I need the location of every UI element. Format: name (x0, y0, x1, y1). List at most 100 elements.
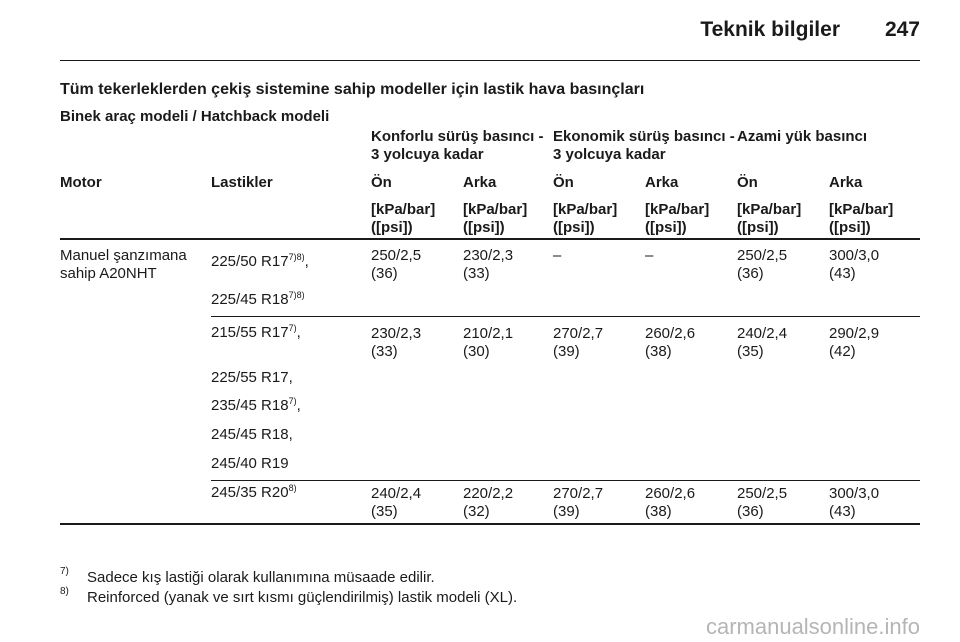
footnote-ref: 8) (288, 483, 297, 493)
page-header-title: Teknik bilgiler (700, 18, 840, 41)
pressure-value: 300/3,0 (829, 247, 880, 264)
unit-header: [kPa/bar] (645, 201, 710, 218)
pressure-value: (42) (829, 343, 856, 360)
pressure-value: 260/2,6 (645, 325, 696, 342)
tire-text: 225/50 R17 (211, 253, 289, 270)
footnote-text: Sadece kış lastiği olarak kullanımına mü… (87, 569, 435, 586)
rule (211, 316, 920, 317)
watermark: carmanualsonline.info (705, 614, 920, 639)
rule (211, 480, 920, 481)
group-header: 3 yolcuya kadar (371, 146, 484, 163)
pressure-value: (36) (737, 503, 764, 520)
tire-text: 225/55 R17, (211, 369, 293, 386)
unit-header: [kPa/bar] (829, 201, 894, 218)
rule (60, 523, 920, 525)
pressure-value: – (553, 247, 562, 264)
pressure-value: 270/2,7 (553, 485, 604, 502)
unit-header: ([psi]) (829, 219, 871, 236)
pressure-value: (33) (371, 343, 398, 360)
group-header: Konforlu sürüş basıncı - (371, 128, 544, 145)
unit-header: [kPa/bar] (371, 201, 436, 218)
pressure-value: – (645, 247, 654, 264)
footnote-ref: 7)8) (288, 290, 305, 300)
pressure-value: 300/3,0 (829, 485, 880, 502)
tire-size: 225/45 R187)8) (211, 291, 305, 309)
tire-text: 215/55 R17 (211, 324, 289, 341)
pressure-value: (33) (463, 265, 490, 282)
pressure-value: 210/2,1 (463, 325, 514, 342)
pressure-value: 250/2,5 (737, 247, 788, 264)
tire-size: 225/55 R17, (211, 369, 293, 387)
footnote-ref: 7) (288, 323, 297, 333)
tire-size: 225/50 R177)8), (211, 253, 309, 271)
unit-header: ([psi]) (645, 219, 687, 236)
pressure-value: 240/2,4 (371, 485, 422, 502)
pressure-value: (36) (371, 265, 398, 282)
pressure-value: (43) (829, 503, 856, 520)
pressure-value: (38) (645, 503, 672, 520)
tire-size: 245/45 R18, (211, 426, 293, 444)
unit-header: ([psi]) (737, 219, 779, 236)
tire-text: 235/45 R18 (211, 397, 289, 414)
motor-name: sahip A20NHT (60, 265, 157, 282)
pressure-value: 290/2,9 (829, 325, 880, 342)
pressure-value: 220/2,2 (463, 485, 514, 502)
group-header: Ekonomik sürüş basıncı - (553, 128, 735, 145)
unit-header: [kPa/bar] (737, 201, 802, 218)
section-title: Tüm tekerleklerden çekiş sistemine sahip… (60, 81, 645, 98)
column-header: Ön (553, 174, 574, 191)
column-header: Lastikler (211, 174, 273, 191)
footnote-mark: 7) (60, 566, 69, 577)
footnote-mark: 8) (60, 586, 69, 597)
tire-text: 245/40 R19 (211, 455, 289, 472)
tire-suffix: , (296, 324, 301, 341)
column-header: Arka (645, 174, 679, 191)
subtitle: Binek araç modeli / Hatchback modeli (60, 108, 330, 125)
tire-suffix: , (296, 397, 301, 414)
tire-size: 215/55 R177), (211, 324, 301, 342)
pressure-value: (43) (829, 265, 856, 282)
pressure-value: 240/2,4 (737, 325, 788, 342)
footnote-text: Reinforced (yanak ve sırt kısmı güçlendi… (87, 589, 518, 606)
unit-header: [kPa/bar] (553, 201, 618, 218)
unit-header: ([psi]) (463, 219, 505, 236)
tire-text: 245/35 R20 (211, 484, 289, 501)
footnote-ref: 7)8) (288, 252, 305, 262)
group-header: Azami yük basıncı (737, 128, 868, 145)
column-header: Arka (463, 174, 497, 191)
pressure-value: 230/2,3 (463, 247, 514, 264)
column-header: Ön (371, 174, 392, 191)
motor-name: Manuel şanzımana (60, 247, 187, 264)
pressure-value: (32) (463, 503, 490, 520)
page-number: 247 (884, 18, 920, 41)
column-header: Ön (737, 174, 758, 191)
column-header: Motor (60, 174, 102, 191)
rule (60, 238, 920, 240)
pressure-value: (39) (553, 343, 580, 360)
unit-header: ([psi]) (553, 219, 595, 236)
pressure-value: 270/2,7 (553, 325, 604, 342)
pressure-value: 260/2,6 (645, 485, 696, 502)
footnote-ref: 7) (288, 396, 297, 406)
pressure-value: (35) (737, 343, 764, 360)
pressure-value: (39) (553, 503, 580, 520)
tire-size: 245/35 R208) (211, 484, 297, 502)
tire-suffix: , (304, 253, 309, 270)
pressure-value: 250/2,5 (737, 485, 788, 502)
rule (60, 60, 920, 61)
unit-header: [kPa/bar] (463, 201, 528, 218)
pressure-value: 230/2,3 (371, 325, 422, 342)
tire-text: 225/45 R18 (211, 291, 289, 308)
pressure-value: (35) (371, 503, 398, 520)
tire-size: 245/40 R19 (211, 455, 289, 473)
group-header: 3 yolcuya kadar (553, 146, 666, 163)
pressure-value: (30) (463, 343, 490, 360)
column-header: Arka (829, 174, 863, 191)
pressure-value: (36) (737, 265, 764, 282)
pressure-value: (38) (645, 343, 672, 360)
unit-header: ([psi]) (371, 219, 413, 236)
pressure-value: 250/2,5 (371, 247, 422, 264)
tire-text: 245/45 R18, (211, 426, 293, 443)
tire-size: 235/45 R187), (211, 397, 301, 415)
